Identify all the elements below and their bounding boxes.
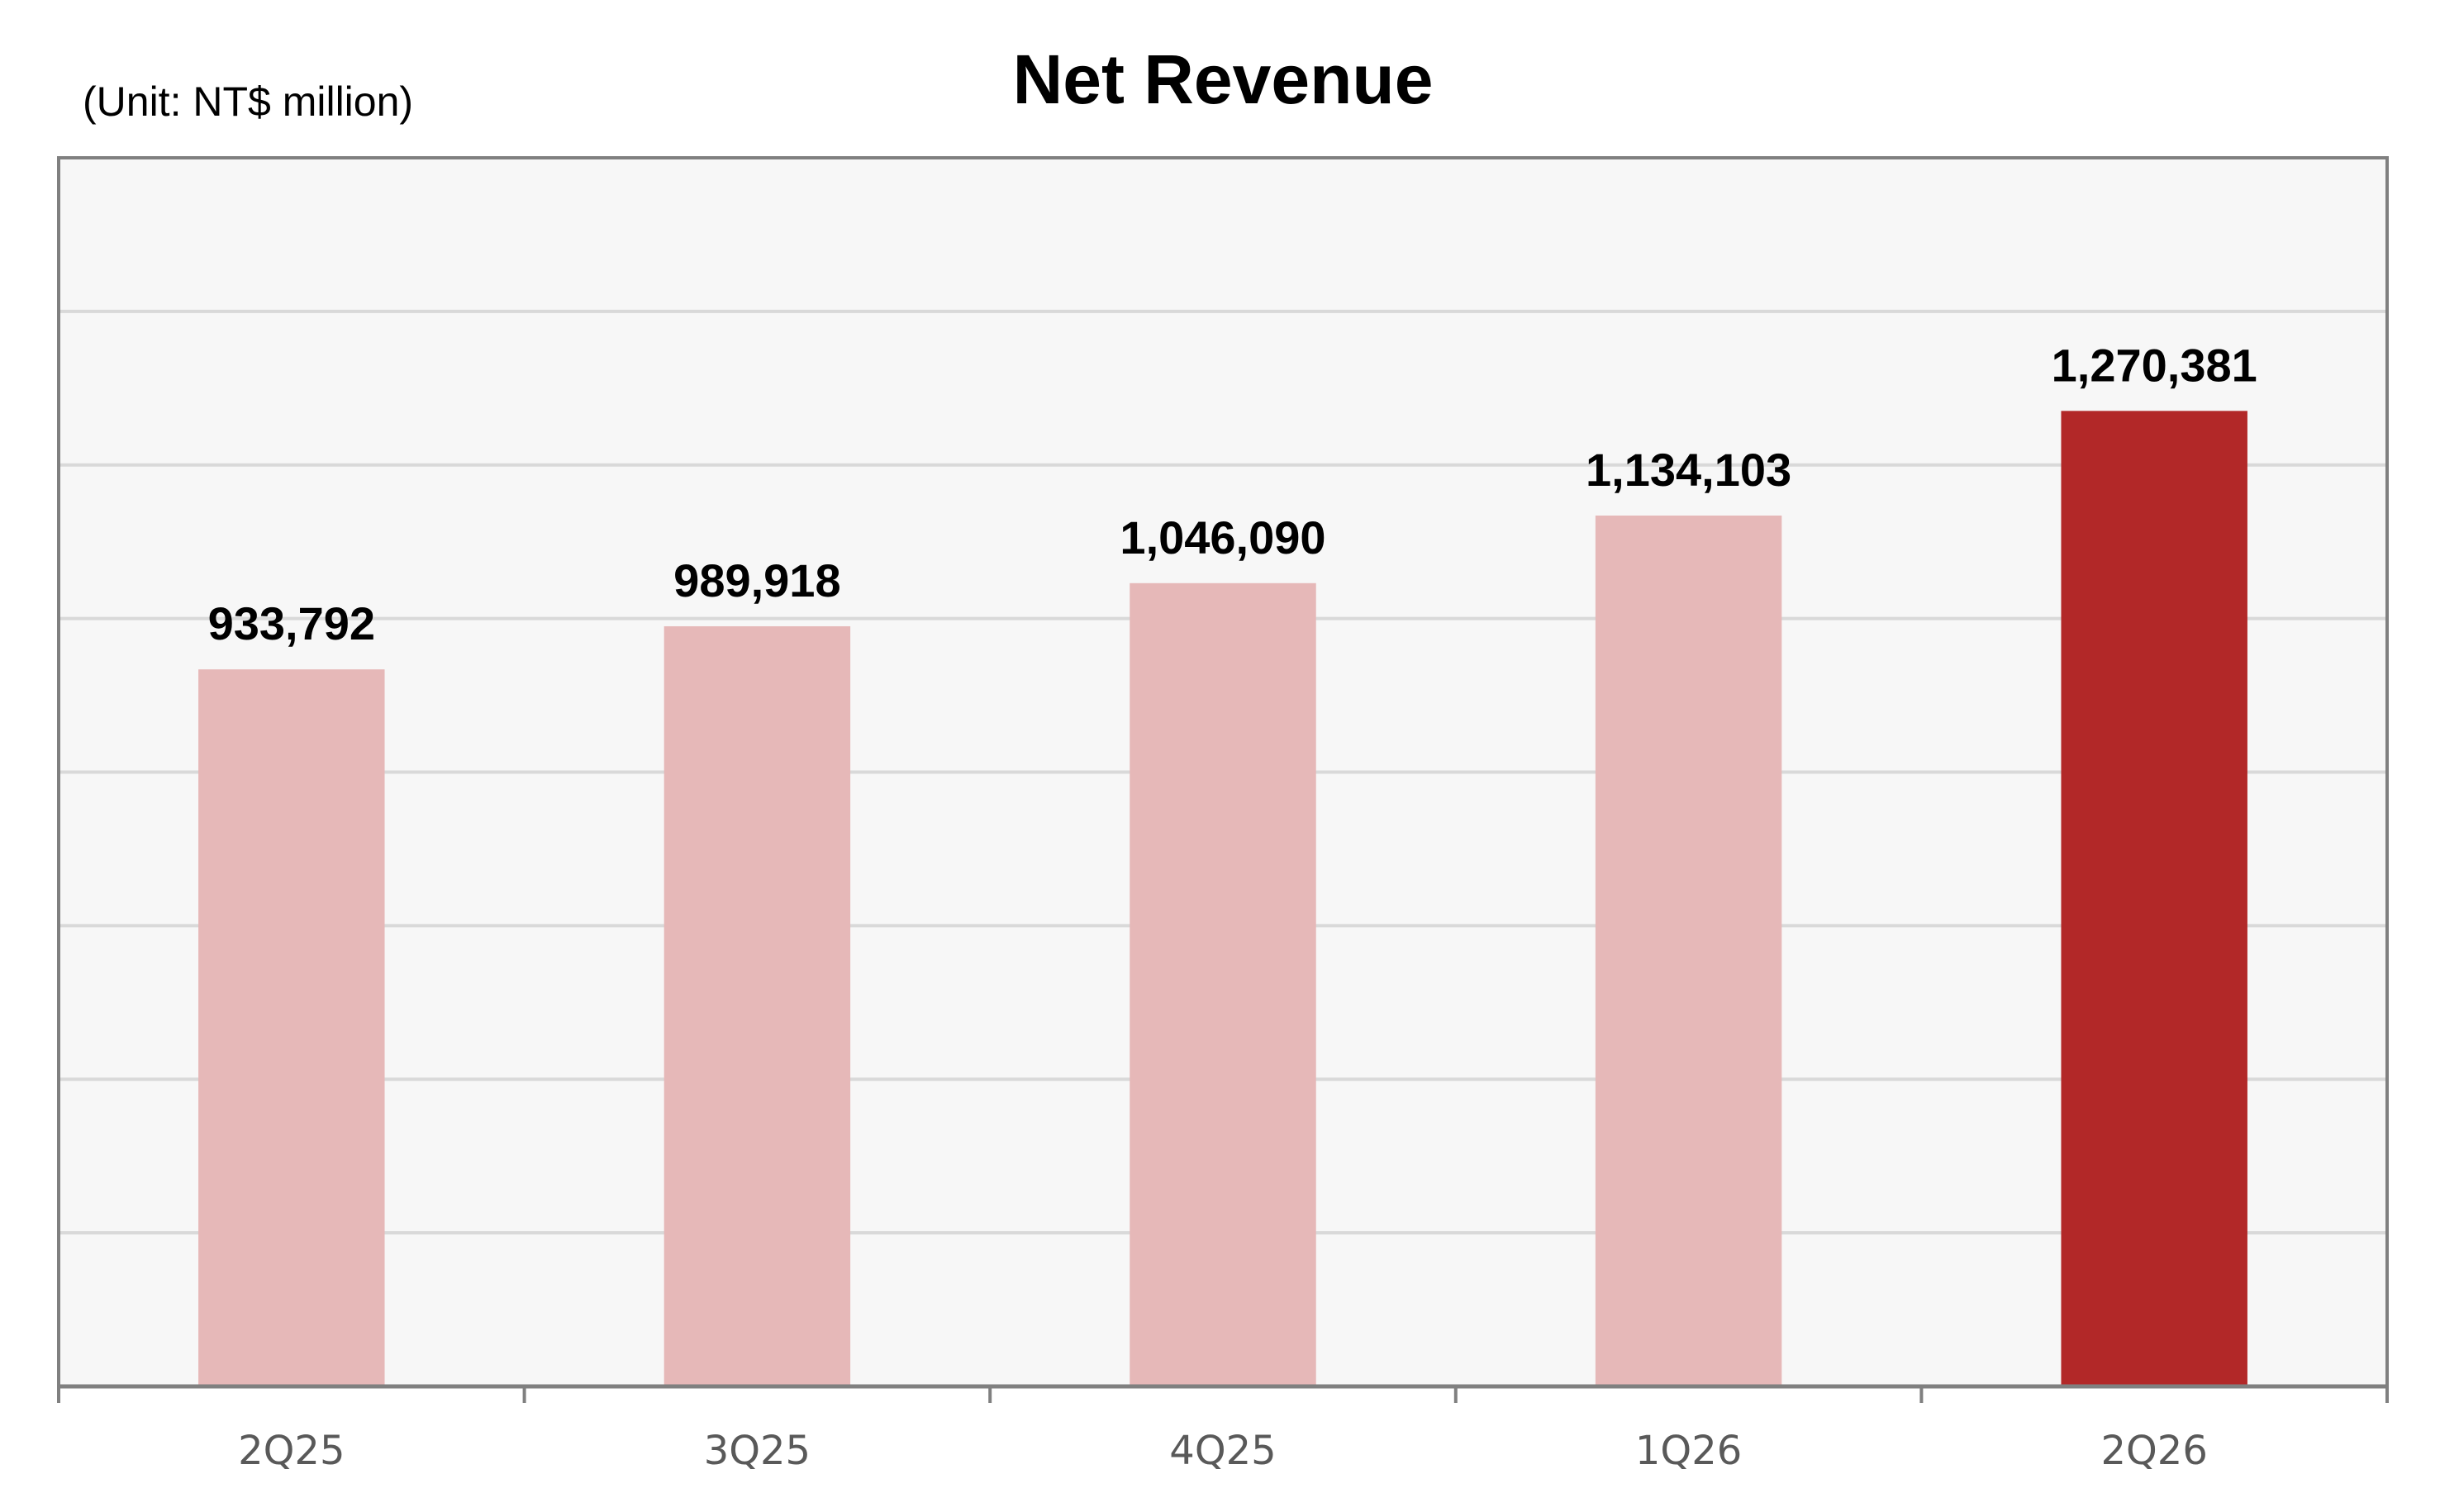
bars [198,411,2247,1387]
x-tick-label-2q26: 2Q26 [2100,1428,2207,1474]
unit-note: (Unit: NT$ million) [83,78,413,125]
x-tick-label-3q25: 3Q25 [704,1428,811,1474]
bar-4q25 [1130,582,1316,1386]
x-tick-label-4q25: 4Q25 [1169,1428,1276,1474]
value-label-4q25: 1,046,090 [1120,511,1325,563]
value-label-3q25: 989,918 [673,554,840,606]
chart-title: Net Revenue [1013,40,1434,118]
x-tick-label-1q26: 1Q26 [1635,1428,1742,1474]
bar-3q25 [664,625,851,1386]
value-label-1q26: 1,134,103 [1586,444,1791,496]
x-axis: 2Q25 3Q25 4Q25 1Q26 2Q26 [57,1384,2389,1474]
value-labels: 933,792 989,918 1,046,090 1,134,103 1,270,38… [208,339,2257,649]
value-label-2q26: 1,270,381 [2052,339,2257,391]
bar-2q26 [2061,411,2247,1387]
bar-1q26 [1595,515,1782,1386]
value-label-2q25: 933,792 [208,597,375,649]
bar-2q25 [198,669,385,1386]
x-tick-label-2q25: 2Q25 [238,1428,345,1474]
